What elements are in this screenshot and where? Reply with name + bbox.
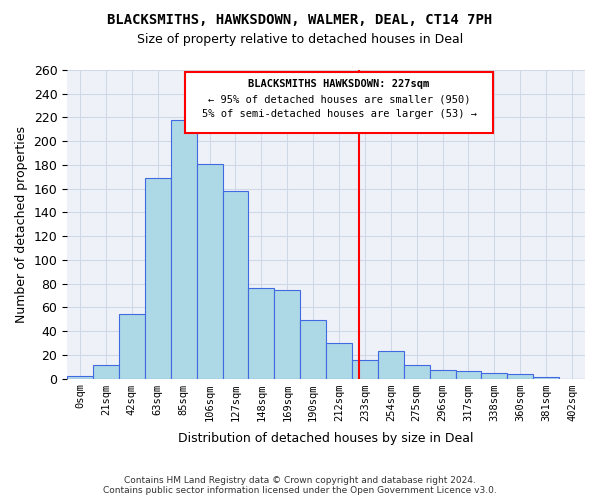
Bar: [119, 314, 145, 378]
Bar: [197, 164, 223, 378]
Bar: [145, 178, 171, 378]
Text: Size of property relative to detached houses in Deal: Size of property relative to detached ho…: [137, 32, 463, 46]
Text: Contains HM Land Registry data © Crown copyright and database right 2024.
Contai: Contains HM Land Registry data © Crown c…: [103, 476, 497, 495]
Y-axis label: Number of detached properties: Number of detached properties: [15, 126, 28, 323]
X-axis label: Distribution of detached houses by size in Deal: Distribution of detached houses by size …: [178, 432, 474, 445]
Bar: [326, 343, 352, 378]
Bar: [171, 120, 197, 378]
Bar: [93, 366, 119, 378]
Bar: [455, 372, 481, 378]
Bar: [352, 360, 378, 378]
Bar: [481, 372, 508, 378]
Bar: [67, 376, 93, 378]
Text: ← 95% of detached houses are smaller (950): ← 95% of detached houses are smaller (95…: [208, 95, 470, 105]
Bar: [274, 290, 300, 378]
Text: BLACKSMITHS, HAWKSDOWN, WALMER, DEAL, CT14 7PH: BLACKSMITHS, HAWKSDOWN, WALMER, DEAL, CT…: [107, 12, 493, 26]
Bar: [300, 320, 326, 378]
Text: 5% of semi-detached houses are larger (53) →: 5% of semi-detached houses are larger (5…: [202, 109, 476, 119]
Bar: [248, 288, 274, 378]
Bar: [430, 370, 455, 378]
Bar: [378, 351, 404, 378]
Bar: [404, 366, 430, 378]
Text: BLACKSMITHS HAWKSDOWN: 227sqm: BLACKSMITHS HAWKSDOWN: 227sqm: [248, 80, 430, 90]
Bar: [223, 191, 248, 378]
Bar: [185, 72, 493, 133]
Bar: [508, 374, 533, 378]
